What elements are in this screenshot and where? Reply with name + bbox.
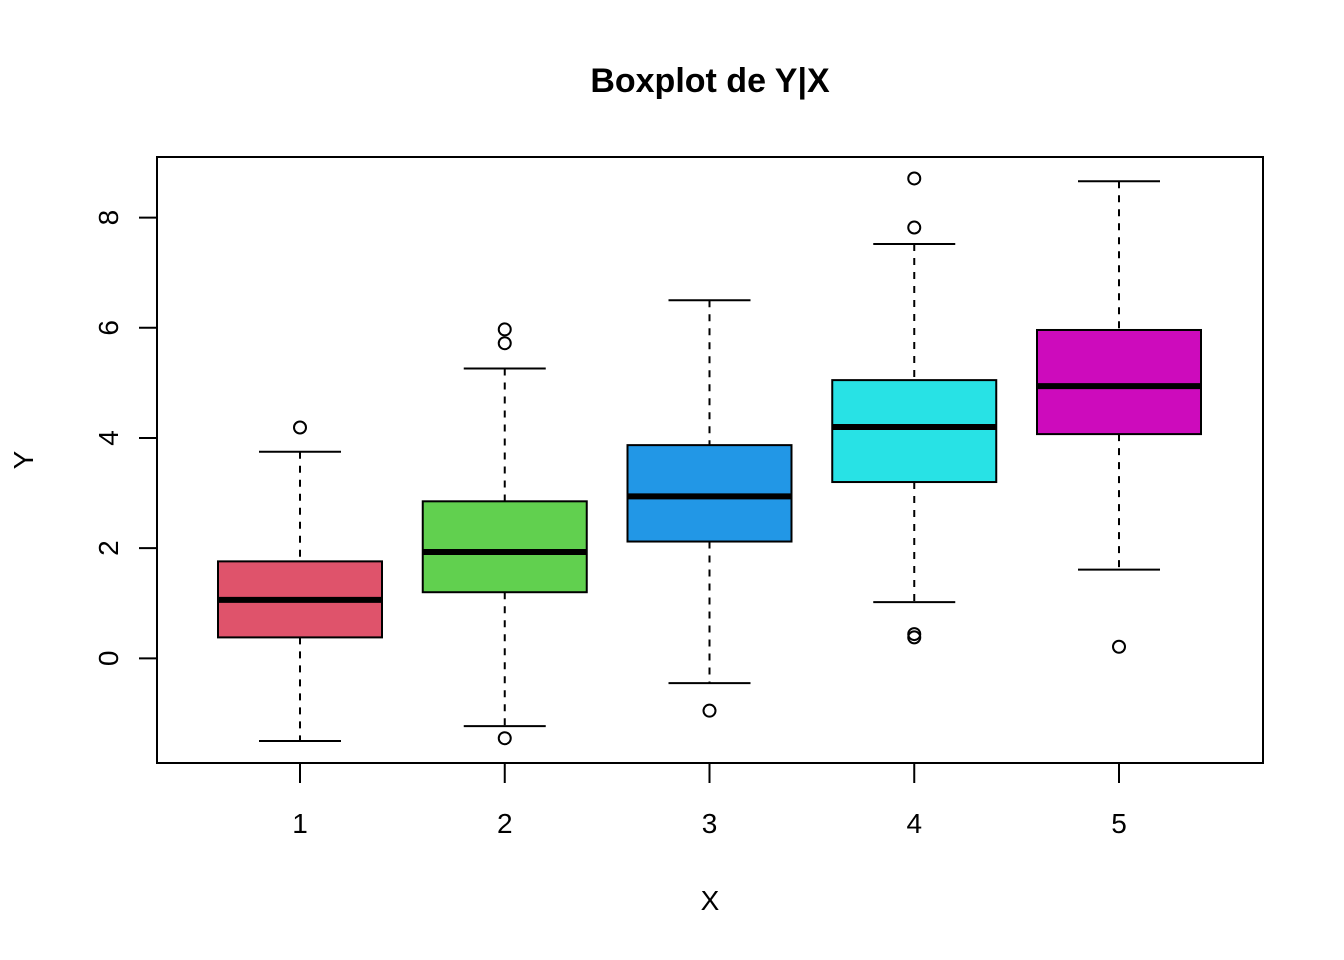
outlier-point <box>907 630 922 645</box>
outlier-point <box>497 731 512 746</box>
outlier-point <box>293 420 307 435</box>
y-tick-label: 4 <box>93 430 124 446</box>
outlier-point <box>907 220 922 235</box>
outlier-point <box>497 336 512 351</box>
y-axis: 0 2 4 6 8 <box>93 210 158 667</box>
box-1 <box>217 420 383 742</box>
x-axis: 1 2 3 4 5 <box>292 762 1127 839</box>
outlier-point <box>1112 639 1126 654</box>
x-axis-label: X <box>701 885 720 916</box>
outlier-point <box>702 703 717 718</box>
box-rect <box>626 444 793 543</box>
boxes-group <box>217 171 1202 746</box>
x-tick-label: 5 <box>1111 808 1127 839</box>
y-tick-label: 8 <box>93 210 124 226</box>
box-3 <box>626 299 793 718</box>
chart-title: Boxplot de Y|X <box>590 62 830 100</box>
x-tick-label: 3 <box>702 808 718 839</box>
box-rect <box>421 500 588 594</box>
box-4 <box>831 171 998 645</box>
y-tick-label: 6 <box>93 320 124 336</box>
box-2 <box>421 322 588 746</box>
outlier-point <box>907 171 922 186</box>
box-rect <box>831 379 998 484</box>
box-5 <box>1036 180 1202 654</box>
outlier-point <box>497 322 512 337</box>
x-tick-label: 1 <box>292 808 308 839</box>
x-tick-label: 2 <box>497 808 513 839</box>
x-tick-label: 4 <box>906 808 922 839</box>
box-rect <box>1036 328 1202 436</box>
y-tick-label: 0 <box>93 651 124 667</box>
y-axis-label: Y <box>8 450 39 469</box>
y-tick-label: 2 <box>93 540 124 556</box>
